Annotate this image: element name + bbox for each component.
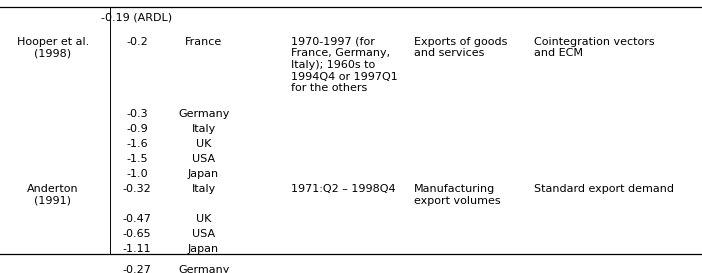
Text: -0.3: -0.3 bbox=[126, 109, 147, 119]
Text: Italy: Italy bbox=[192, 124, 216, 134]
Text: -1.0: -1.0 bbox=[126, 169, 147, 179]
Text: -0.2: -0.2 bbox=[126, 37, 147, 47]
Text: -0.32: -0.32 bbox=[123, 184, 151, 194]
Text: Exports of goods
and services: Exports of goods and services bbox=[414, 37, 508, 58]
Text: -0.19 (ARDL): -0.19 (ARDL) bbox=[101, 12, 173, 22]
Text: Manufacturing
export volumes: Manufacturing export volumes bbox=[414, 184, 501, 206]
Text: Italy: Italy bbox=[192, 184, 216, 194]
Text: -1.6: -1.6 bbox=[126, 139, 147, 149]
Text: Germany: Germany bbox=[178, 265, 230, 273]
Text: -1.5: -1.5 bbox=[126, 154, 147, 164]
Text: 1970-1997 (for
France, Germany,
Italy); 1960s to
1994Q4 or 1997Q1
for the others: 1970-1997 (for France, Germany, Italy); … bbox=[291, 37, 398, 93]
Text: -0.47: -0.47 bbox=[122, 214, 152, 224]
Text: -0.27: -0.27 bbox=[122, 265, 152, 273]
Text: Standard export demand: Standard export demand bbox=[534, 184, 673, 194]
Text: USA: USA bbox=[192, 154, 215, 164]
Text: -0.65: -0.65 bbox=[123, 229, 151, 239]
Text: Germany: Germany bbox=[178, 109, 230, 119]
Text: -1.11: -1.11 bbox=[123, 244, 151, 254]
Text: 1971:Q2 – 1998Q4: 1971:Q2 – 1998Q4 bbox=[291, 184, 396, 194]
Text: UK: UK bbox=[196, 139, 211, 149]
Text: UK: UK bbox=[196, 214, 211, 224]
Text: France: France bbox=[185, 37, 223, 47]
Text: USA: USA bbox=[192, 229, 215, 239]
Text: Hooper et al.
(1998): Hooper et al. (1998) bbox=[17, 37, 88, 58]
Text: Cointegration vectors
and ECM: Cointegration vectors and ECM bbox=[534, 37, 654, 58]
Text: -0.9: -0.9 bbox=[126, 124, 147, 134]
Text: Japan: Japan bbox=[188, 244, 219, 254]
Text: Japan: Japan bbox=[188, 169, 219, 179]
Text: Anderton
(1991): Anderton (1991) bbox=[27, 184, 79, 206]
